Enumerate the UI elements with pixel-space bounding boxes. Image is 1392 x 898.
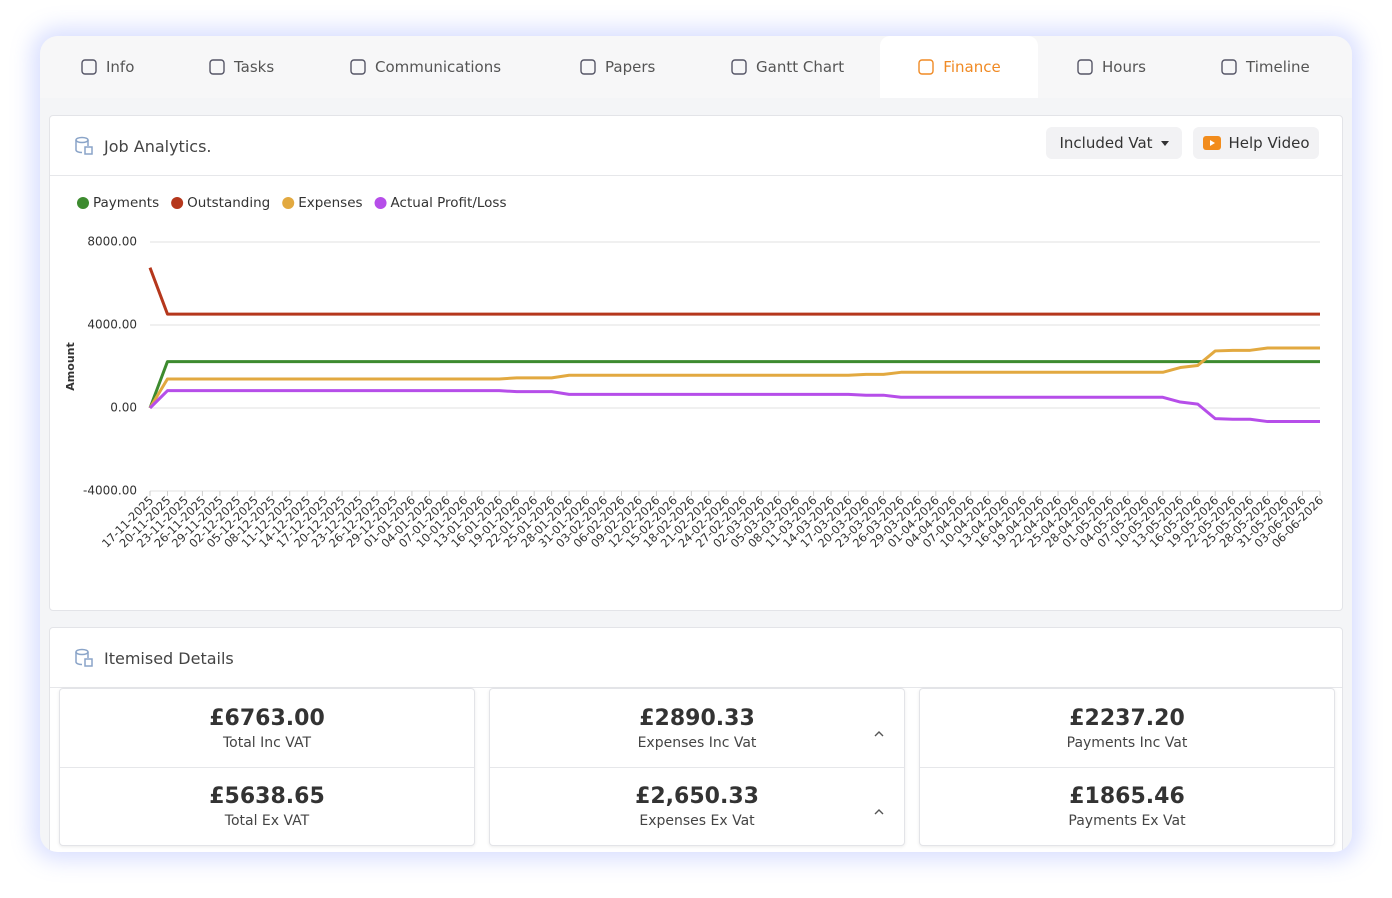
detail-cell: £2890.33 Expenses Inc Vat <box>490 689 904 767</box>
tab-icon <box>918 59 934 75</box>
tab-label: Info <box>106 58 135 76</box>
tab[interactable]: Info <box>80 36 180 98</box>
tab-label: Communications <box>375 58 502 76</box>
y-tick-label: -4000.00 <box>83 484 137 498</box>
expand-chevron[interactable] <box>874 723 884 737</box>
caret <box>1160 140 1169 146</box>
detail-label: Expenses Ex Vat <box>639 812 755 829</box>
help-video-button[interactable]: Help Video <box>1193 127 1319 159</box>
play-icon <box>1202 136 1221 150</box>
details-title: Itemised Details <box>104 648 234 668</box>
detail-card: £2237.20 Payments Inc Vat £1865.46 Payments… <box>919 688 1335 846</box>
detail-label: Total Inc VAT <box>222 734 312 751</box>
tab-icon <box>350 59 366 75</box>
tab-label: Hours <box>1102 58 1146 76</box>
y-tick-label: 4000.00 <box>87 318 137 332</box>
tab-icon <box>1077 59 1093 75</box>
legend-label: Outstanding <box>187 195 270 211</box>
vat-dropdown[interactable]: Included Vat <box>1046 127 1182 159</box>
y-tick-label: 0.00 <box>110 401 137 415</box>
tab[interactable]: Papers <box>579 36 689 98</box>
divider <box>60 767 474 768</box>
legend-label: Payments <box>93 195 159 211</box>
detail-card: £6763.00 Total Inc VAT £5638.65 Total Ex VA… <box>59 688 475 846</box>
tab-icon <box>81 59 97 75</box>
legend-label: Actual Profit/Loss <box>391 195 507 211</box>
details-header: Itemised Details <box>74 646 234 670</box>
series-line <box>148 360 1320 409</box>
divider <box>50 175 1342 176</box>
db-icon <box>75 136 93 155</box>
tab-label: Tasks <box>234 58 275 76</box>
detail-value: £1865.46 <box>1069 783 1185 809</box>
details-panel: Itemised Details £6763.00 Total Inc VAT £5… <box>49 627 1343 852</box>
tab[interactable]: Tasks <box>208 36 308 98</box>
db-icon <box>75 648 93 667</box>
series-line <box>148 267 1320 316</box>
tab-label: Papers <box>605 58 656 76</box>
analytics-title: Job Analytics. <box>104 136 212 156</box>
series-line <box>148 346 1320 409</box>
analytics-header: Job Analytics. <box>74 134 212 158</box>
detail-cell: £2237.20 Payments Inc Vat <box>920 689 1334 767</box>
expand-chevron[interactable] <box>874 801 884 815</box>
detail-value: £2,650.33 <box>635 783 759 809</box>
tab[interactable]: Communications <box>349 36 529 98</box>
tab-label: Timeline <box>1246 58 1310 76</box>
tab-icon <box>209 59 225 75</box>
detail-label: Payments Ex Vat <box>1068 812 1186 829</box>
series-line <box>148 389 1320 424</box>
detail-card: £2890.33 Expenses Inc Vat £2,650.33 Expense… <box>489 688 905 846</box>
detail-label: Expenses Inc Vat <box>637 734 757 751</box>
detail-value: £5638.65 <box>209 783 325 809</box>
detail-cell: £6763.00 Total Inc VAT <box>60 689 474 767</box>
detail-value: £2237.20 <box>1069 705 1185 731</box>
tab-label: Gantt Chart <box>756 58 845 76</box>
vat-dropdown-label: Included Vat <box>1059 134 1153 152</box>
y-axis-label: Amount <box>64 342 77 390</box>
legend-swatch <box>282 197 295 209</box>
tab-icon <box>580 59 596 75</box>
legend-swatch <box>374 197 387 209</box>
tab[interactable]: Hours <box>1076 36 1186 98</box>
tab-bar: Info Tasks Communications Papers Gantt Chart… <box>40 36 1352 98</box>
detail-value: £2890.33 <box>639 705 755 731</box>
tab-label: Finance <box>943 58 1001 76</box>
tab-icon <box>731 59 747 75</box>
divider <box>490 767 904 768</box>
detail-cell: £5638.65 Total Ex VAT <box>60 767 474 845</box>
legend-swatch <box>77 197 89 209</box>
detail-cell: £1865.46 Payments Ex Vat <box>920 767 1334 845</box>
tab[interactable]: Timeline <box>1220 36 1340 98</box>
detail-value: £6763.00 <box>209 705 325 731</box>
legend-label: Expenses <box>298 195 362 211</box>
divider <box>50 687 1342 688</box>
legend-swatch <box>171 197 184 209</box>
y-tick-label: 8000.00 <box>87 235 137 249</box>
tab-icon <box>1221 59 1237 75</box>
detail-cell: £2,650.33 Expenses Ex Vat <box>490 767 904 845</box>
divider <box>920 767 1334 768</box>
tab[interactable]: Gantt Chart <box>730 36 880 98</box>
tab[interactable]: Finance <box>880 36 1038 98</box>
help-video-label: Help Video <box>1228 134 1310 152</box>
detail-label: Payments Inc Vat <box>1066 734 1188 751</box>
detail-label: Total Ex VAT <box>224 812 310 829</box>
